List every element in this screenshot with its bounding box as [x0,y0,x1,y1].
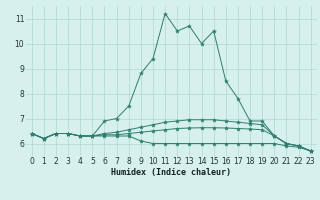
X-axis label: Humidex (Indice chaleur): Humidex (Indice chaleur) [111,168,231,177]
